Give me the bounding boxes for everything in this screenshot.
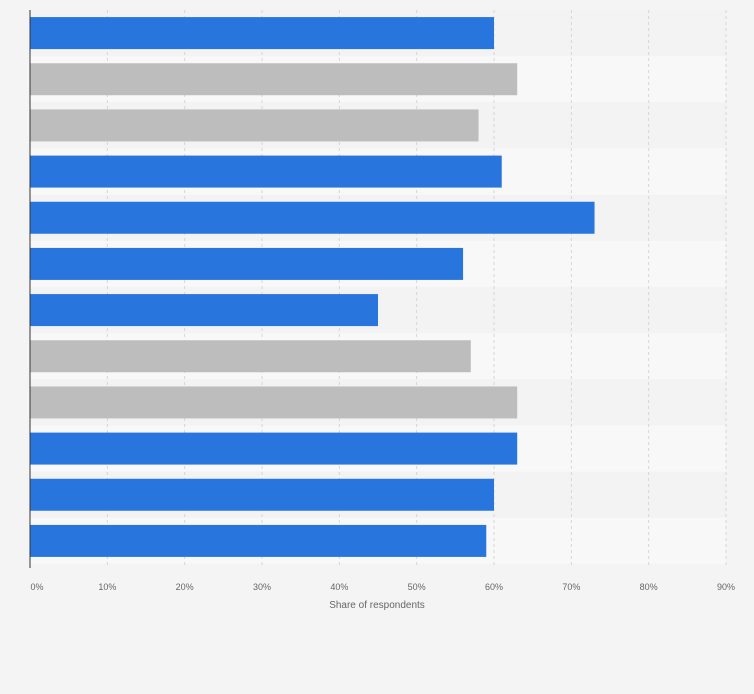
bar (30, 524, 487, 557)
bar (30, 247, 464, 280)
x-tick-label: 50% (408, 582, 426, 592)
bar (30, 63, 518, 96)
x-tick-label: 30% (253, 582, 271, 592)
gridlines (106, 10, 727, 568)
bar (30, 109, 479, 142)
bar (30, 155, 502, 188)
x-tick-label: 0% (30, 582, 43, 592)
bar (30, 340, 471, 373)
x-axis-title: Share of respondents (329, 600, 425, 611)
bar (30, 201, 595, 234)
x-tick-label: 20% (176, 582, 194, 592)
bar (30, 17, 494, 50)
x-tick-label: 10% (98, 582, 116, 592)
x-tick-label: 80% (640, 582, 658, 592)
bar (30, 432, 518, 465)
x-tick-label: 60% (485, 582, 503, 592)
x-tick-label: 70% (562, 582, 580, 592)
bar (30, 478, 494, 511)
bar (30, 386, 518, 419)
x-tick-labels: 0% 10% 20% 30% 40% 50% 60% 70% 80% 90% (30, 582, 735, 592)
bars (30, 17, 595, 557)
bar (30, 294, 378, 327)
x-tick-label: 40% (330, 582, 348, 592)
x-tick-label: 90% (717, 582, 735, 592)
